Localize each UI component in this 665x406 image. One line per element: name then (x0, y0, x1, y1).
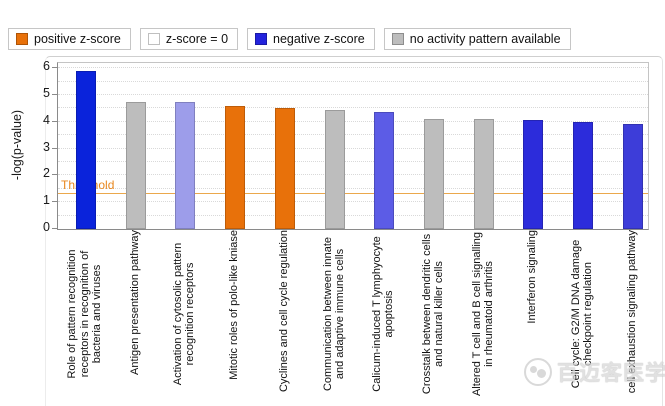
y-tick-mark (52, 174, 57, 176)
x-category-label-text: Altered T cell and B cell signalling in … (470, 231, 495, 397)
x-category-label: Calicum-induced T lymphyocyte apoptosis (361, 230, 405, 398)
legend-item-no-activity-pattern: no activity pattern available (383, 28, 571, 50)
gridline (58, 67, 648, 69)
gridline (58, 120, 648, 122)
gridline (58, 187, 648, 189)
y-tick-label: 5 (43, 86, 50, 100)
x-category-label: Activation of cytosolic pattern recognit… (162, 230, 206, 398)
bar-2 (125, 101, 146, 229)
threshold-line (58, 193, 648, 195)
x-category-label-text: Role of pattern recognition receptors in… (66, 249, 104, 379)
legend-item-z-score-zero: z-score = 0 (139, 28, 239, 50)
y-tick-mark (52, 201, 57, 203)
legend-item-label: z-score = 0 (165, 32, 229, 46)
negative-z-score-swatch (255, 33, 268, 45)
y-tick-mark (52, 147, 57, 149)
gridline (58, 214, 648, 216)
x-category-label: Cyclines and cell cycle regulation (262, 230, 306, 398)
legend-item-positive-z-score: positive z-score (8, 28, 131, 50)
positive-z-score-swatch (16, 33, 28, 45)
x-category-label-text: Calicum-induced T lymphyocyte apoptosis (370, 236, 396, 392)
gridline (58, 134, 648, 136)
watermark: 百迈客医学 (524, 357, 665, 387)
x-category-label: Antigen presentation pathway (113, 230, 157, 398)
x-category-label: Communication between innate and adaptiv… (312, 230, 356, 398)
x-category-label: Altered T cell and B cell signalling in … (461, 230, 505, 398)
y-tick-mark (52, 67, 57, 69)
y-tick-label: 0 (43, 220, 50, 234)
bar-9 (473, 119, 494, 229)
x-category-label: Mitotic roles of polo-like kniase (212, 230, 256, 398)
bar-12 (622, 124, 643, 229)
y-tick-mark (52, 120, 57, 122)
y-tick-label: 1 (43, 193, 50, 208)
legend-item-label: no activity pattern available (409, 32, 561, 46)
y-tick-label: 6 (43, 59, 50, 74)
z-score-zero-swatch (147, 33, 160, 45)
y-tick-label: 3 (43, 139, 50, 154)
bar-7 (374, 112, 395, 229)
x-category-label: Role of pattern recognition receptors in… (63, 230, 107, 398)
watermark-logo-icon (524, 358, 552, 386)
legend-item-label: positive z-score (34, 32, 121, 46)
x-category-label-text: Cyclines and cell cycle regulation (277, 230, 290, 393)
x-category-label-text: Interferon signaling (526, 230, 539, 324)
gridline (58, 107, 648, 109)
gridline (58, 94, 648, 95)
bar-1 (76, 70, 96, 229)
bar-10 (523, 120, 544, 229)
gridline (58, 80, 648, 82)
bar-8 (423, 119, 444, 229)
y-tick-mark (52, 228, 57, 229)
x-category-label-text: Mitotic roles of polo-like kniase (227, 230, 240, 380)
legend-item-label: negative z-score (273, 32, 365, 46)
gridline (58, 147, 648, 149)
bar-6 (324, 109, 345, 229)
y-tick-label: 4 (43, 112, 50, 127)
bar-4 (225, 105, 246, 229)
x-category-label-text: Communication between innate and adaptiv… (321, 236, 346, 392)
y-tick-mark (52, 94, 57, 95)
x-category-label-text: Activation of cytosolic pattern recognit… (171, 242, 197, 386)
bar-11 (573, 121, 593, 229)
y-tick-label: 2 (43, 166, 50, 181)
gridline (58, 174, 648, 176)
bar-3 (175, 101, 196, 229)
gridline (58, 161, 648, 162)
watermark-text: 百迈客医学 (557, 362, 665, 385)
y-axis-ticks: 0 1 2 3 4 5 6 (0, 59, 50, 234)
x-category-label-text: Antigen presentation pathway (128, 230, 141, 375)
bar-5 (274, 108, 295, 229)
chart-legend: positive z-score z-score = 0 negative z-… (8, 28, 571, 50)
x-category-label: Crosstalk between dendritic cells and na… (411, 230, 455, 398)
x-category-label-text: Crosstalk between dendritic cells and na… (420, 233, 445, 395)
no-activity-pattern-swatch (391, 33, 404, 45)
legend-item-negative-z-score: negative z-score (247, 28, 375, 50)
gridline (58, 201, 648, 203)
plot-area: Threshold (52, 62, 649, 230)
